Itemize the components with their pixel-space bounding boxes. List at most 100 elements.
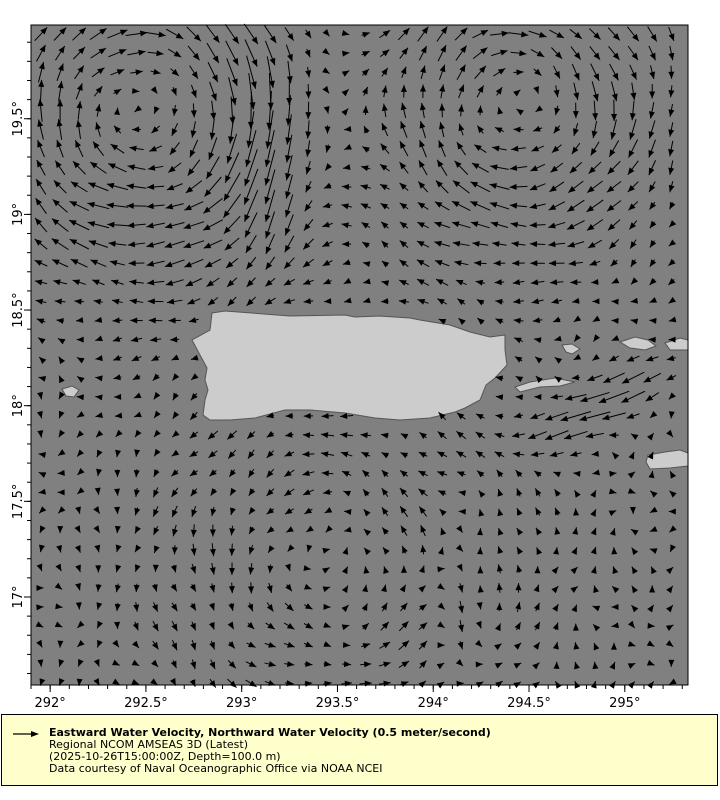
velocity-arrow [209, 583, 216, 593]
velocity-arrow [419, 432, 427, 440]
velocity-arrow [304, 29, 312, 39]
velocity-arrow [134, 507, 141, 516]
velocity-arrow [532, 662, 540, 670]
velocity-arrow [52, 199, 68, 213]
velocity-arrow [495, 318, 504, 325]
velocity-arrow [108, 240, 127, 247]
velocity-arrow [129, 279, 144, 286]
velocity-arrow [69, 238, 90, 250]
velocity-arrow [127, 49, 146, 56]
velocity-arrow [209, 543, 216, 557]
velocity-arrow [285, 431, 294, 438]
velocity-arrow [303, 298, 314, 305]
velocity-arrow [516, 546, 524, 555]
velocity-arrow [243, 168, 259, 205]
velocity-arrow [344, 297, 352, 304]
velocity-arrow [265, 256, 276, 270]
velocity-arrow [381, 280, 390, 287]
velocity-arrow [362, 105, 369, 115]
velocity-arrow [133, 583, 140, 593]
velocity-arrow [106, 182, 129, 191]
velocity-arrow [150, 86, 158, 94]
velocity-arrow [516, 527, 524, 536]
velocity-arrow [512, 451, 525, 458]
velocity-arrow [475, 431, 486, 439]
velocity-arrow [342, 661, 352, 668]
velocity-arrow [420, 545, 427, 555]
velocity-arrow [533, 337, 542, 344]
velocity-arrow [478, 508, 485, 517]
velocity-arrow [322, 202, 333, 209]
velocity-arrow [190, 121, 197, 138]
velocity-arrow [419, 565, 425, 574]
velocity-arrow [57, 506, 66, 514]
velocity-arrow [531, 145, 544, 152]
velocity-arrow [171, 122, 179, 137]
velocity-arrow [434, 221, 451, 229]
velocity-arrow [508, 31, 529, 38]
velocity-arrow [54, 621, 63, 628]
velocity-arrow [549, 279, 564, 286]
velocity-arrow [611, 317, 619, 324]
velocity-arrow [603, 372, 625, 384]
velocity-arrow [647, 604, 655, 613]
velocity-arrow [171, 469, 179, 477]
velocity-arrow [208, 137, 218, 160]
velocity-arrow [627, 26, 640, 42]
velocity-arrow [114, 621, 121, 629]
velocity-arrow [590, 63, 600, 82]
velocity-arrow [36, 159, 46, 176]
velocity-arrow [94, 316, 103, 323]
velocity-arrow [189, 411, 198, 421]
velocity-arrow [592, 315, 601, 323]
velocity-arrow [418, 488, 428, 497]
velocity-arrow [666, 374, 677, 381]
velocity-arrow [458, 317, 466, 326]
velocity-arrow [58, 375, 65, 384]
velocity-arrow [418, 640, 428, 650]
velocity-arrow [266, 526, 275, 534]
velocity-arrow [629, 506, 636, 515]
velocity-arrow [668, 659, 675, 667]
velocity-arrow [592, 353, 600, 361]
velocity-arrow [418, 470, 428, 477]
velocity-arrow [513, 317, 524, 324]
velocity-arrow [35, 298, 47, 305]
velocity-arrow [552, 316, 561, 323]
velocity-arrow [129, 298, 144, 305]
velocity-arrow [472, 47, 488, 60]
velocity-arrow [534, 488, 542, 497]
velocity-arrow [552, 622, 559, 631]
velocity-arrow [494, 279, 505, 286]
velocity-arrow [171, 639, 178, 651]
velocity-arrow [360, 661, 372, 668]
velocity-arrow [380, 432, 389, 439]
velocity-arrow [454, 260, 469, 267]
velocity-arrow [303, 641, 313, 648]
velocity-arrow [113, 88, 122, 96]
velocity-arrow [284, 661, 295, 668]
velocity-arrow [378, 661, 391, 668]
velocity-arrow [115, 429, 123, 438]
velocity-arrow [36, 44, 46, 62]
velocity-arrow [190, 640, 197, 651]
velocity-arrow [341, 30, 350, 36]
velocity-arrow [77, 620, 85, 629]
velocity-arrow [553, 85, 560, 98]
velocity-arrow [343, 490, 351, 497]
velocity-arrow [420, 65, 426, 79]
velocity-arrow [94, 544, 101, 553]
velocity-arrow [114, 412, 123, 419]
velocity-arrow [342, 241, 352, 248]
velocity-arrow [285, 526, 294, 533]
velocity-arrow [668, 181, 675, 193]
velocity-arrow [146, 241, 165, 248]
velocity-arrow [511, 241, 526, 248]
velocity-arrow [264, 189, 276, 223]
velocity-arrow [666, 429, 674, 438]
velocity-arrow [510, 50, 527, 57]
velocity-arrow [494, 126, 504, 134]
velocity-arrow [566, 220, 585, 230]
velocity-arrow [107, 29, 128, 39]
velocity-arrow [321, 412, 334, 419]
